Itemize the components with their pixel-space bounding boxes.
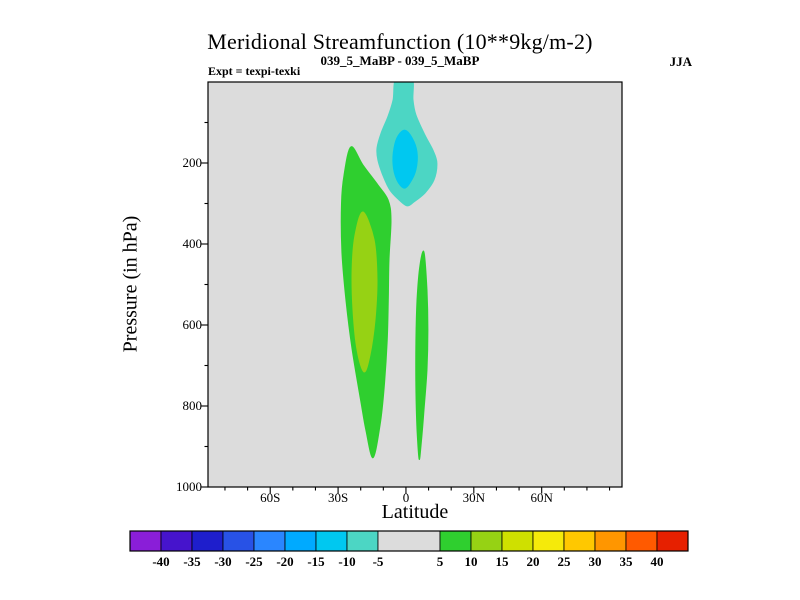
colorbar-label: -25 bbox=[245, 554, 263, 569]
x-tick-label: 60S bbox=[260, 490, 281, 505]
x-tick-label: 0 bbox=[402, 490, 410, 505]
x-tick-label: 30S bbox=[327, 490, 349, 505]
chart-title: Meridional Streamfunction (10**9kg/m-2) bbox=[207, 29, 593, 54]
contour-region-northern-positive-band bbox=[415, 250, 429, 461]
colorbar-segment bbox=[656, 530, 689, 552]
colorbar-segment bbox=[253, 530, 286, 552]
colorbar-segment bbox=[160, 530, 193, 552]
colorbar-label: 35 bbox=[619, 554, 633, 569]
colorbar-label: 20 bbox=[526, 554, 540, 569]
colorbar-label: -30 bbox=[214, 554, 232, 569]
contour-region-positive-cell-core bbox=[351, 211, 378, 373]
contour-region-negative-cell-core bbox=[392, 129, 418, 189]
x-tick-label: 30N bbox=[462, 490, 485, 505]
colorbar-label: -10 bbox=[338, 554, 356, 569]
colorbar-segment bbox=[191, 530, 224, 552]
y-tick-label: 200 bbox=[182, 155, 203, 170]
colorbar-segment bbox=[129, 530, 162, 552]
colorbar-segment bbox=[594, 530, 627, 552]
colorbar-segment bbox=[315, 530, 348, 552]
colorbar-segment bbox=[284, 530, 317, 552]
colorbar-segment bbox=[439, 530, 472, 552]
chart-subtitle: 039_5_MaBP - 039_5_MaBP bbox=[320, 53, 480, 68]
colorbar-label: 25 bbox=[557, 554, 571, 569]
colorbar-label: -5 bbox=[372, 554, 384, 569]
colorbar-segment bbox=[532, 530, 565, 552]
colorbar-segment bbox=[346, 530, 379, 552]
colorbar-label: 30 bbox=[588, 554, 602, 569]
x-tick-label: 60N bbox=[530, 490, 553, 505]
y-tick-label: 400 bbox=[182, 236, 203, 251]
colorbar-segment bbox=[501, 530, 534, 552]
experiment-label: Expt = texpi-texki bbox=[208, 64, 301, 78]
colorbar-label: 10 bbox=[464, 554, 478, 569]
colorbar-label: -20 bbox=[276, 554, 294, 569]
colorbar-label: 40 bbox=[650, 554, 664, 569]
colorbar-segment bbox=[563, 530, 596, 552]
colorbar-label: -40 bbox=[152, 554, 170, 569]
colorbar-label: 15 bbox=[495, 554, 509, 569]
y-tick-label: 1000 bbox=[176, 479, 202, 494]
colorbar-segment bbox=[222, 530, 255, 552]
colorbar-label: -35 bbox=[183, 554, 201, 569]
colorbar-segment bbox=[625, 530, 658, 552]
colorbar bbox=[129, 530, 689, 552]
y-tick-label: 600 bbox=[182, 317, 203, 332]
colorbar-segment bbox=[377, 530, 441, 552]
x-axis-title: Latitude bbox=[381, 501, 449, 523]
colorbar-label: -15 bbox=[307, 554, 325, 569]
colorbar-segment bbox=[470, 530, 503, 552]
season-label: JJA bbox=[669, 54, 692, 69]
y-tick-label: 800 bbox=[182, 398, 203, 413]
axis-ticks bbox=[201, 121, 611, 494]
plot-border bbox=[207, 81, 623, 488]
colorbar-label: 5 bbox=[436, 554, 444, 569]
